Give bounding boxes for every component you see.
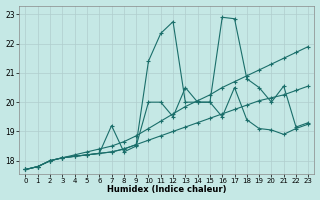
X-axis label: Humidex (Indice chaleur): Humidex (Indice chaleur) <box>107 185 227 194</box>
